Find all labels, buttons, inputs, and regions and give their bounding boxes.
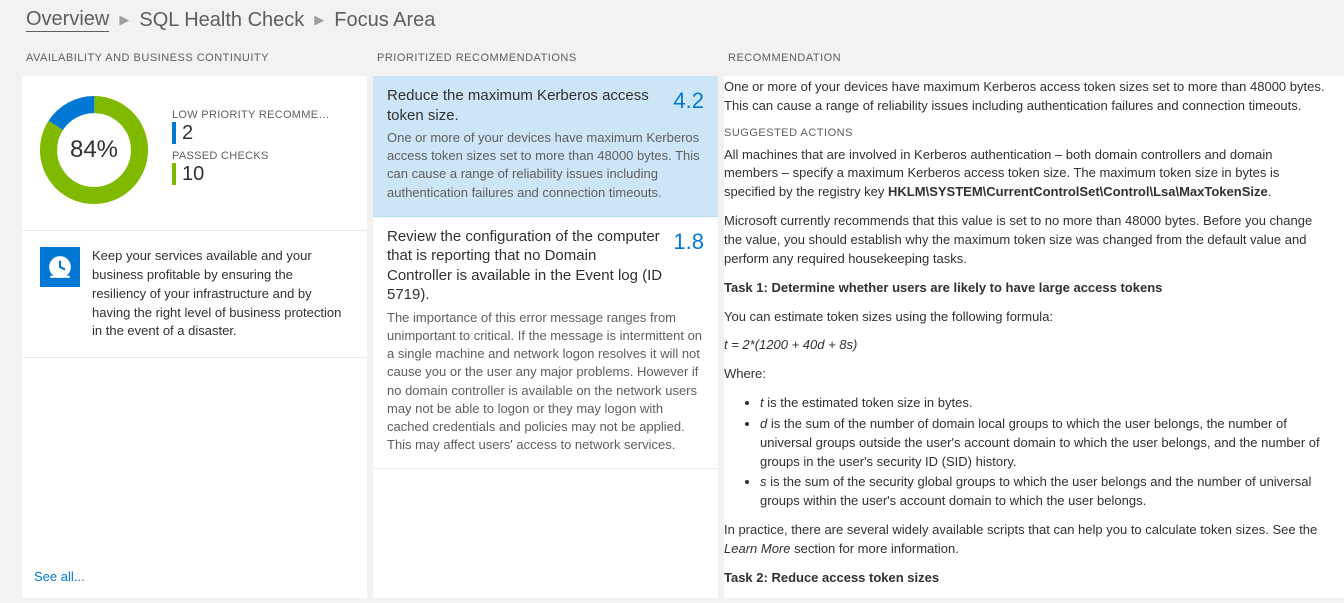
task1-bullet-2: s is the sum of the security global grou… — [760, 473, 1328, 511]
suggested-actions-header: SUGGESTED ACTIONS — [724, 126, 1328, 142]
detail-p1: All machines that are involved in Kerber… — [724, 146, 1328, 203]
task1-p1: You can estimate token sizes using the f… — [724, 308, 1328, 327]
stat-low-priority-label: LOW PRIORITY RECOMMENDATIO… — [172, 109, 332, 121]
task1-formula: t = 2*(1200 + 40d + 8s) — [724, 336, 1328, 355]
donut-percent-label: 84% — [34, 90, 154, 210]
availability-column: AVAILABILITY AND BUSINESS CONTINUITY 84%… — [22, 40, 367, 598]
breadcrumb-focus-area[interactable]: Focus Area — [334, 9, 435, 32]
stat-low-priority-value: 2 — [172, 122, 332, 144]
availability-stats: LOW PRIORITY RECOMMENDATIO… 2 PASSED CHE… — [172, 109, 332, 191]
detail-registry-key: HKLM\SYSTEM\CurrentControlSet\Control\Ls… — [888, 184, 1268, 199]
breadcrumb-separator-icon: ▶ — [314, 12, 324, 28]
detail-p2: Microsoft currently recommends that this… — [724, 212, 1328, 269]
recommendation-detail-header: RECOMMENDATION — [724, 40, 1344, 76]
detail-p1-c: . — [1268, 184, 1272, 199]
recommendation-score: 1.8 — [673, 227, 704, 255]
task1-p2-c: section for more information. — [790, 541, 958, 556]
recommendations-header: PRIORITIZED RECOMMENDATIONS — [373, 40, 718, 76]
columns-container: AVAILABILITY AND BUSINESS CONTINUITY 84%… — [0, 40, 1344, 598]
detail-intro: One or more of your devices have maximum… — [724, 78, 1328, 116]
task1-bullet-1: d is the sum of the number of domain loc… — [760, 415, 1328, 472]
task2-title: Task 2: Reduce access token sizes — [724, 569, 1328, 588]
recommendation-detail-body: One or more of your devices have maximum… — [724, 76, 1344, 598]
see-all-link[interactable]: See all... — [34, 569, 85, 584]
availability-info-text: Keep your services available and your bu… — [92, 247, 349, 341]
task1-where: Where: — [724, 365, 1328, 384]
donut-chart: 84% — [34, 90, 154, 210]
availability-header: AVAILABILITY AND BUSINESS CONTINUITY — [22, 40, 367, 76]
task1-bullet-0: t is the estimated token size in bytes. — [760, 394, 1328, 413]
recommendation-title: Review the configuration of the computer… — [387, 227, 663, 305]
page-root: Overview ▶ SQL Health Check ▶ Focus Area… — [0, 0, 1344, 603]
learn-more-link[interactable]: Learn More — [724, 541, 790, 556]
availability-info-card[interactable]: Keep your services available and your bu… — [22, 231, 367, 358]
recommendation-body: The importance of this error message ran… — [387, 309, 704, 455]
recommendation-detail-column: RECOMMENDATION One or more of your devic… — [724, 40, 1344, 598]
task1-bullet-list: t is the estimated token size in bytes. d… — [724, 394, 1328, 511]
breadcrumb-sql-health-check[interactable]: SQL Health Check — [139, 9, 304, 32]
recommendation-item-1[interactable]: Review the configuration of the computer… — [373, 217, 718, 470]
availability-summary-card[interactable]: 84% LOW PRIORITY RECOMMENDATIO… 2 PASSED… — [22, 76, 367, 231]
breadcrumb: Overview ▶ SQL Health Check ▶ Focus Area — [0, 0, 1344, 40]
stat-passed-checks-label: PASSED CHECKS — [172, 150, 332, 162]
recommendation-score: 4.2 — [673, 86, 704, 114]
recommendations-column: PRIORITIZED RECOMMENDATIONS Reduce the m… — [373, 40, 718, 598]
clock-icon — [40, 247, 80, 287]
breadcrumb-separator-icon: ▶ — [119, 12, 129, 28]
task1-p2-a: In practice, there are several widely av… — [724, 522, 1317, 537]
recommendation-title: Reduce the maximum Kerberos access token… — [387, 86, 663, 125]
task1-p2: In practice, there are several widely av… — [724, 521, 1328, 559]
recommendation-body: One or more of your devices have maximum… — [387, 129, 704, 202]
breadcrumb-overview[interactable]: Overview — [26, 8, 109, 32]
task1-title: Task 1: Determine whether users are like… — [724, 279, 1328, 298]
recommendation-item-0[interactable]: Reduce the maximum Kerberos access token… — [373, 76, 718, 217]
stat-passed-checks-value: 10 — [172, 163, 332, 185]
